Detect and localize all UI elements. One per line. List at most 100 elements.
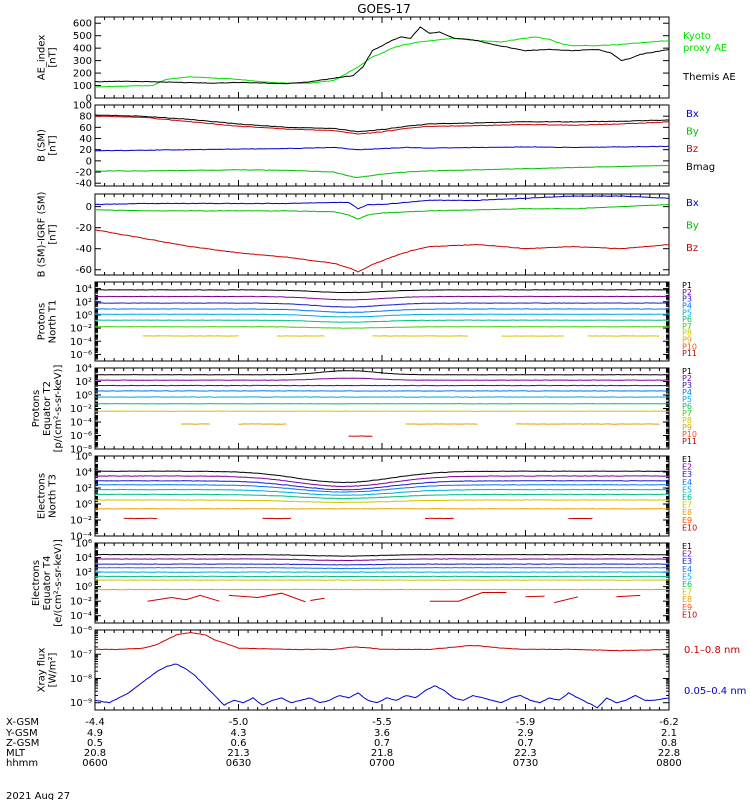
chart-title: GOES-17 [357, 2, 411, 16]
legend-item: P2 [682, 288, 692, 297]
panel-frame [94, 629, 670, 711]
x-row-label: MLT [6, 748, 26, 759]
x-tick-value: 0800 [656, 758, 681, 769]
y-axis-label: [nT] [48, 224, 59, 244]
series-line [95, 631, 669, 652]
legend-item: E10 [682, 523, 697, 532]
x-tick-value: 22.3 [514, 748, 536, 759]
y-tick-label: 10⁻² [70, 324, 92, 335]
y-axis-label: [nT] [48, 47, 59, 67]
legend-item: 0.05–0.4 nm [684, 686, 746, 697]
legend-item: E9 [682, 516, 692, 525]
plot-area [95, 26, 669, 88]
series-line [95, 115, 669, 135]
y-tick-label: 10⁻⁶ [70, 431, 92, 442]
series-line [95, 114, 669, 133]
x-row-label: hhmm [6, 758, 38, 769]
series-line [95, 26, 669, 85]
x-tick-value: 21.3 [227, 748, 249, 759]
y-tick-label: 10² [75, 484, 92, 495]
legend-item: proxy AE [683, 43, 727, 54]
legend-item: P10 [682, 430, 697, 439]
plot-area [95, 370, 669, 437]
legend-item: P6 [682, 315, 692, 324]
x-tick-value: -5.9 [516, 717, 536, 728]
flux-line-e7 [95, 499, 669, 504]
x-tick-value: 4.9 [87, 728, 103, 739]
y-axis-label: Protons [37, 303, 48, 340]
y-tick-label: -20 [76, 223, 92, 234]
legend-item: E6 [682, 493, 692, 502]
panel-bigrf: -60 -40 -20 0 B (SM)-IGRF (SM) [nT] Bx By Bz [37, 192, 699, 278]
legend-item: P8 [682, 416, 692, 425]
x-tick-value: -6.2 [659, 717, 679, 728]
x-tick-value: 0.5 [87, 738, 103, 749]
x-tick-value: 0700 [369, 758, 394, 769]
plot-area [95, 114, 669, 178]
series-line [95, 203, 669, 220]
legend-item: Bx [686, 198, 699, 209]
legend-item: E4 [682, 478, 692, 487]
legend-item: P1 [682, 281, 692, 290]
y-tick-label: 10⁻⁹ [70, 698, 92, 709]
y-tick-label: -40 [76, 244, 92, 255]
legend-item: Bz [686, 144, 698, 155]
flux-line-e3 [95, 480, 669, 491]
legend-item: P8 [682, 329, 692, 338]
y-tick-label: 10⁻⁴ [70, 337, 92, 348]
y-tick-label: 40 [79, 134, 92, 145]
x-tick-value: 2.9 [518, 728, 534, 739]
y-tick-label: 10⁻⁸ [70, 445, 92, 456]
legend-item: P1 [682, 367, 692, 376]
y-tick-label: 0 [86, 156, 92, 167]
flux-line-e2 [95, 475, 669, 488]
y-tick-label: 10⁻⁴ [70, 532, 92, 543]
legend-item: E5 [682, 572, 692, 581]
y-tick-label: 60 [79, 123, 92, 134]
y-tick-label: -20 [76, 168, 92, 179]
x-tick-value: -5.0 [229, 717, 249, 728]
y-tick-label: 10⁻⁶ [70, 350, 92, 361]
series-line [95, 164, 669, 178]
y-tick-label: 10⁴ [75, 468, 92, 479]
date-label: 2021 Aug 27 [6, 791, 70, 800]
legend-item: P10 [682, 342, 697, 351]
legend-item: P3 [682, 295, 692, 304]
x-tick-value: 22.8 [658, 748, 680, 759]
flux-line-p2 [95, 377, 669, 381]
plot-area [95, 631, 669, 709]
flux-line-p1 [95, 289, 669, 294]
y-axis-label: AE_index [37, 35, 48, 81]
y-axis-label: Xray flux [37, 648, 48, 693]
legend-item: P4 [682, 301, 692, 310]
y-tick-label: 10⁻² [70, 597, 92, 608]
flux-line-p5 [95, 313, 669, 318]
flux-segment-e10 [554, 596, 579, 604]
y-tick-label: 100 [73, 81, 92, 92]
flux-line-p4 [95, 308, 669, 313]
x-tick-value: 21.8 [371, 748, 393, 759]
legend-item: E10 [682, 610, 697, 619]
x-row-label: Z-GSM [6, 738, 39, 749]
y-tick-label: 10² [75, 297, 92, 308]
series-line [95, 36, 669, 88]
flux-segment-e10 [429, 592, 507, 602]
legend-item: 0.1–0.8 nm [684, 645, 740, 656]
y-axis-label: B (SM) [37, 129, 48, 162]
y-tick-label: 10⁶ [75, 539, 92, 550]
plot-area [95, 195, 669, 273]
flux-line-p3 [95, 302, 669, 308]
y-axis-label: Electrons [31, 560, 42, 606]
legend-item: P7 [682, 409, 692, 418]
y-tick-label: -40 [76, 179, 92, 190]
y-tick-label: 10⁻⁴ [70, 418, 92, 429]
y-tick-label: 10⁰ [75, 500, 92, 511]
y-tick-label: 10⁻² [70, 516, 92, 527]
y-axis-label: North T1 [48, 300, 59, 344]
y-tick-label: 20 [79, 145, 92, 156]
